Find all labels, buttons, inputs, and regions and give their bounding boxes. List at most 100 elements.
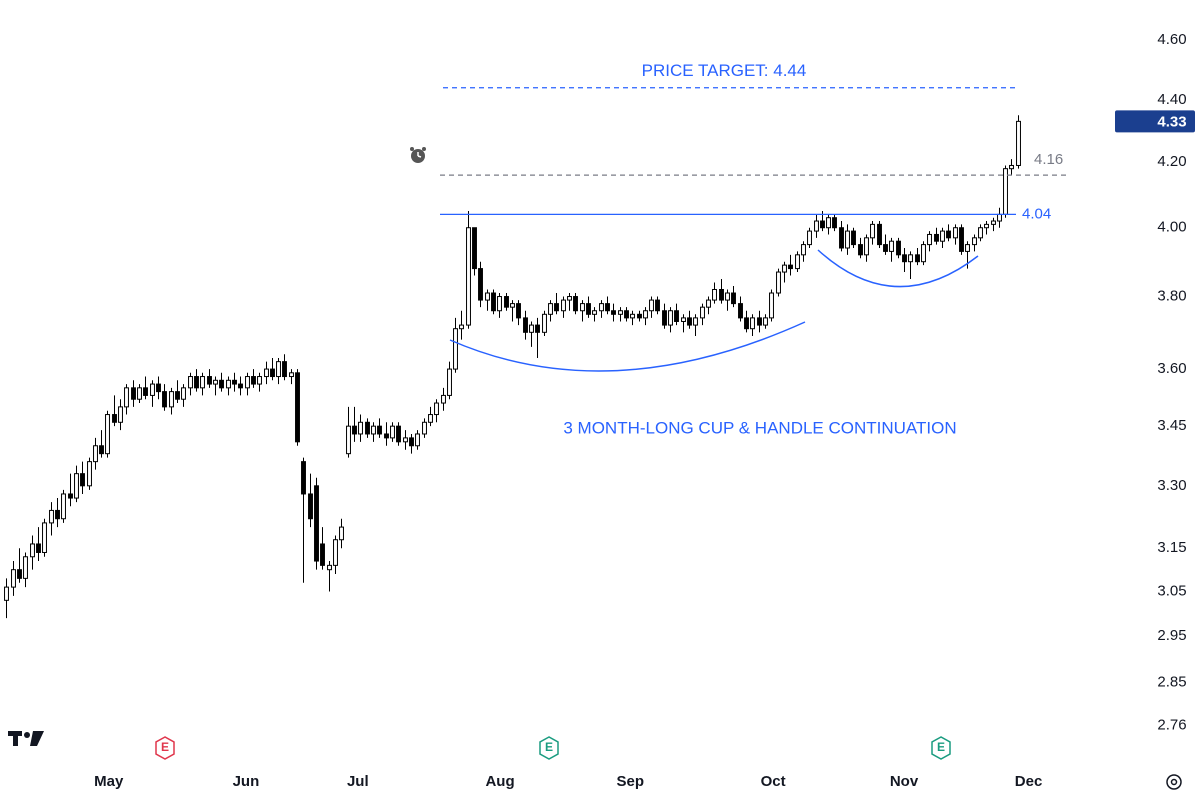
- candle-body: [36, 543, 41, 553]
- candle-body: [668, 310, 673, 326]
- candle-body: [820, 220, 825, 229]
- candle-body: [99, 445, 104, 455]
- candle-body: [934, 233, 939, 242]
- candle-body: [301, 461, 306, 495]
- y-tick-label: 3.15: [1157, 539, 1186, 556]
- level-label: 4.16: [1034, 151, 1063, 168]
- candle-body: [137, 387, 142, 400]
- candle-body: [997, 213, 1002, 222]
- candle-body: [782, 264, 787, 273]
- candle-body: [289, 372, 294, 378]
- candle-body: [282, 361, 287, 378]
- candle-body: [333, 539, 338, 566]
- candle-body: [580, 303, 585, 312]
- candle-body: [150, 383, 155, 396]
- candle-body: [1016, 120, 1021, 166]
- candle-body: [915, 254, 920, 263]
- last-price-box: [1115, 110, 1195, 133]
- candle-body: [409, 437, 414, 447]
- y-tick-label: 4.00: [1157, 219, 1186, 236]
- candle-body: [428, 414, 433, 423]
- candle-body: [61, 493, 66, 520]
- candle-body: [548, 303, 553, 315]
- candle-body: [573, 296, 578, 312]
- candle-body: [599, 303, 604, 312]
- candle-body: [959, 227, 964, 252]
- candle-body: [542, 313, 547, 333]
- plot-area: [4, 115, 1021, 619]
- candle-body: [889, 240, 894, 252]
- candle-body: [719, 288, 724, 301]
- candle-body: [17, 569, 22, 579]
- candle-body: [251, 376, 256, 385]
- candle-body: [801, 244, 806, 256]
- y-tick-label: 3.05: [1157, 582, 1186, 599]
- last-price-label: 4.33: [1157, 113, 1186, 130]
- candle-body: [422, 421, 427, 435]
- candle-body: [927, 233, 932, 246]
- cup-arc: [449, 321, 806, 372]
- candle-body: [750, 317, 755, 330]
- candle-body: [902, 254, 907, 263]
- y-tick-label: 4.40: [1157, 91, 1186, 108]
- candle-body: [523, 317, 528, 333]
- candle-body: [346, 425, 351, 455]
- x-tick-label: Jul: [347, 773, 369, 790]
- y-tick-label: 2.85: [1157, 673, 1186, 690]
- candle-body: [972, 237, 977, 246]
- candle-body: [396, 425, 401, 443]
- candle-body: [175, 391, 180, 400]
- candle-body: [188, 376, 193, 389]
- candle-body: [207, 376, 212, 385]
- candle-body: [807, 230, 812, 246]
- candle-body: [655, 299, 660, 312]
- candle-body: [529, 324, 534, 333]
- candle-body: [169, 391, 174, 408]
- earnings-icon: E: [931, 736, 951, 760]
- candle-body: [731, 292, 736, 305]
- x-tick-label: Jun: [233, 773, 260, 790]
- candle-body: [112, 414, 117, 423]
- candle-body: [706, 299, 711, 308]
- level-label: 4.04: [1022, 205, 1051, 222]
- y-tick-label: 3.60: [1157, 360, 1186, 377]
- candle-body: [213, 379, 218, 385]
- candle-body: [308, 493, 313, 520]
- candle-body: [832, 217, 837, 229]
- candle-body: [561, 299, 566, 312]
- candle-body: [592, 310, 597, 315]
- candle-body: [447, 368, 452, 396]
- candle-body: [516, 303, 521, 319]
- logo: [8, 731, 44, 746]
- candle-body: [618, 310, 623, 315]
- y-tick-label: 4.60: [1157, 31, 1186, 48]
- candle-body: [68, 493, 73, 499]
- settings-icon[interactable]: [1166, 774, 1182, 790]
- x-tick-label: Sep: [617, 773, 645, 790]
- candle-body: [858, 244, 863, 256]
- candle-body: [181, 387, 186, 400]
- candle-body: [554, 303, 559, 312]
- candle-body: [327, 564, 332, 571]
- earnings-icon: E: [155, 736, 175, 760]
- candle-body: [23, 556, 28, 579]
- candle-body: [908, 254, 913, 263]
- candle-body: [377, 425, 382, 435]
- candle-body: [1009, 164, 1014, 170]
- candle-body: [194, 376, 199, 389]
- candle-body: [504, 296, 509, 308]
- candle-body: [30, 543, 35, 558]
- candle-body: [491, 292, 496, 312]
- target-label: PRICE TARGET: 4.44: [642, 61, 807, 80]
- candle-body: [226, 379, 231, 389]
- earnings-label: E: [937, 740, 945, 754]
- candle-body: [238, 383, 243, 389]
- candle-body: [674, 310, 679, 322]
- candle-body: [940, 230, 945, 242]
- earnings-label: E: [545, 740, 553, 754]
- candle-body: [352, 425, 357, 435]
- candle-body: [953, 227, 958, 239]
- candle-body: [143, 387, 148, 396]
